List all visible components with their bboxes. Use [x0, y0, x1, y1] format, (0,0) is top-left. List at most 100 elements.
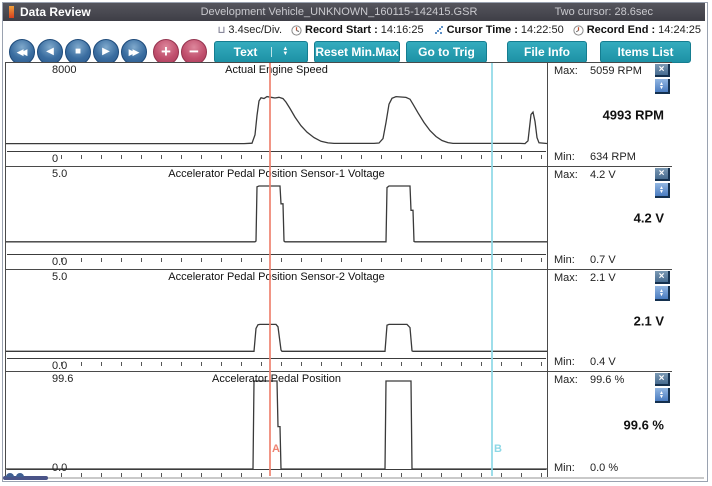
move-channel-button[interactable]: ▲ ▼	[655, 286, 670, 301]
range-max-label: 5.0	[52, 271, 68, 283]
x-axis	[7, 151, 546, 152]
channel-title: Actual Engine Speed	[225, 64, 328, 76]
toolbar: ◀◀ ◀ ■ ▶ ▶▶ + − Text ▲ ▼ Reset Min.Max Go…	[3, 39, 705, 65]
horizontal-scrollbar-track[interactable]	[46, 477, 704, 479]
cursor-a-label: A	[272, 443, 280, 455]
fast-rewind-button[interactable]: ◀◀	[9, 39, 35, 65]
x-axis	[7, 358, 546, 359]
go-to-trig-button[interactable]: Go to Trig	[406, 41, 487, 63]
x-axis-ticks	[6, 153, 547, 161]
min-label: Min:	[554, 356, 575, 368]
waveform	[6, 380, 547, 470]
cursor-a-line[interactable]	[269, 63, 271, 476]
page-title: Data Review	[20, 5, 91, 19]
range-max-label: 99.6	[52, 373, 74, 385]
record-start-clock-icon	[291, 24, 302, 36]
range-max-label: 5.0	[52, 168, 68, 180]
move-channel-button[interactable]: ▲ ▼	[655, 183, 670, 198]
chart-area[interactable]: 99.6 Accelerator Pedal Position 0.0	[6, 372, 547, 477]
zoom-in-button[interactable]: +	[153, 39, 179, 65]
horizontal-scrollbar-thumb[interactable]	[3, 476, 48, 480]
text-mode-label: Text	[233, 45, 258, 59]
x-axis	[7, 254, 546, 255]
range-min-label: 0.0	[52, 462, 68, 474]
cursor-time-value: 14:22:50	[520, 24, 564, 36]
panel-engine-speed: 8000 Actual Engine Speed 0 Max: 5059 RPM …	[5, 62, 672, 167]
waveform	[6, 185, 547, 243]
close-channel-button[interactable]: ×	[655, 373, 670, 386]
record-end-clock-icon	[573, 24, 584, 36]
stop-icon: ■	[74, 46, 82, 57]
range-max-label: 8000	[52, 64, 77, 76]
move-channel-button[interactable]: ▲ ▼	[655, 79, 670, 94]
close-icon: ×	[658, 63, 665, 75]
close-icon: ×	[658, 372, 665, 384]
step-back-button[interactable]: ◀	[37, 39, 63, 65]
record-end-group: Record End : 14:24:25	[573, 24, 701, 36]
close-icon: ×	[658, 167, 665, 179]
reset-minmax-button[interactable]: Reset Min.Max	[314, 41, 400, 63]
channel-title: Accelerator Pedal Position Sensor-2 Volt…	[168, 271, 385, 283]
cursor-b-line[interactable]	[491, 63, 493, 476]
chart-area[interactable]: 5.0 Accelerator Pedal Position Sensor-1 …	[6, 167, 547, 269]
max-label: Max:	[554, 169, 578, 181]
value-box: Max: 99.6 % 99.6 % Min: 0.0 % × ▲ ▼	[547, 372, 672, 477]
chart-area[interactable]: 8000 Actual Engine Speed 0	[6, 63, 547, 166]
fast-forward-icon: ▶▶	[128, 46, 140, 57]
play-icon: ▶	[102, 46, 110, 57]
value-box: Max: 4.2 V 4.2 V Min: 0.7 V × ▲ ▼	[547, 167, 672, 269]
scroll-right-button[interactable]	[16, 473, 24, 477]
file-info-button[interactable]: File Info	[507, 41, 587, 63]
time-per-div: 3.4sec/Div.	[228, 24, 282, 36]
text-mode-dropdown[interactable]: Text ▲ ▼	[214, 41, 308, 63]
value-box: Max: 5059 RPM 4993 RPM Min: 634 RPM × ▲ ▼	[547, 63, 672, 166]
current-value: 99.6 %	[623, 417, 664, 432]
zoom-out-button[interactable]: −	[181, 39, 207, 65]
max-value: 2.1 V	[590, 272, 616, 284]
loaded-file-name: Development Vehicle_UNKNOWN_160115-14241…	[200, 6, 478, 18]
panel-aps2-voltage: 5.0 Accelerator Pedal Position Sensor-2 …	[5, 269, 672, 372]
plus-icon: +	[161, 41, 171, 61]
x-axis-ticks	[6, 360, 547, 368]
close-channel-button[interactable]: ×	[655, 271, 670, 284]
fast-forward-button[interactable]: ▶▶	[121, 39, 147, 65]
two-cursor-delta: Two cursor: 28.6sec	[554, 6, 653, 18]
fast-rewind-icon: ◀◀	[16, 46, 28, 57]
close-icon: ×	[658, 270, 665, 282]
step-back-icon: ◀	[46, 46, 54, 57]
time-per-div-group: ⊔ 3.4sec/Div.	[217, 24, 282, 36]
cursor-time-icon	[434, 25, 443, 34]
up-down-icon: ▲ ▼	[659, 287, 664, 298]
min-value: 0.7 V	[590, 254, 616, 266]
minus-icon: −	[189, 41, 199, 61]
scroll-left-button[interactable]	[6, 473, 14, 477]
waveform	[6, 95, 547, 145]
file-info-label: File Info	[524, 45, 570, 59]
title-bar: Data Review Development Vehicle_UNKNOWN_…	[3, 3, 705, 21]
reset-minmax-label: Reset Min.Max	[315, 45, 399, 59]
current-value: 4993 RPM	[602, 107, 664, 122]
min-label: Min:	[554, 462, 575, 474]
current-value: 2.1 V	[633, 313, 664, 328]
max-label: Max:	[554, 272, 578, 284]
cursor-time-group: Cursor Time : 14:22:50	[433, 24, 564, 36]
max-value: 99.6 %	[590, 374, 625, 386]
record-start-value: 14:16:25	[380, 24, 424, 36]
x-axis-ticks	[6, 471, 547, 479]
move-channel-button[interactable]: ▲ ▼	[655, 388, 670, 403]
min-value: 0.4 V	[590, 356, 616, 368]
play-button[interactable]: ▶	[93, 39, 119, 65]
min-value: 634 RPM	[590, 151, 636, 163]
waveform	[6, 323, 547, 352]
close-channel-button[interactable]: ×	[655, 168, 670, 181]
panel-pedal-position: 99.6 Accelerator Pedal Position 0.0 Max:…	[5, 371, 672, 478]
close-channel-button[interactable]: ×	[655, 64, 670, 77]
items-list-button[interactable]: Items List	[600, 41, 691, 63]
chart-area[interactable]: 5.0 Accelerator Pedal Position Sensor-2 …	[6, 270, 547, 372]
channel-title: Accelerator Pedal Position	[211, 373, 341, 385]
cursor-time-label: Cursor Time :	[446, 24, 518, 36]
up-down-icon: ▲ ▼	[659, 184, 664, 195]
items-list-label: Items List	[617, 45, 674, 59]
channel-title: Accelerator Pedal Position Sensor-1 Volt…	[168, 168, 385, 180]
